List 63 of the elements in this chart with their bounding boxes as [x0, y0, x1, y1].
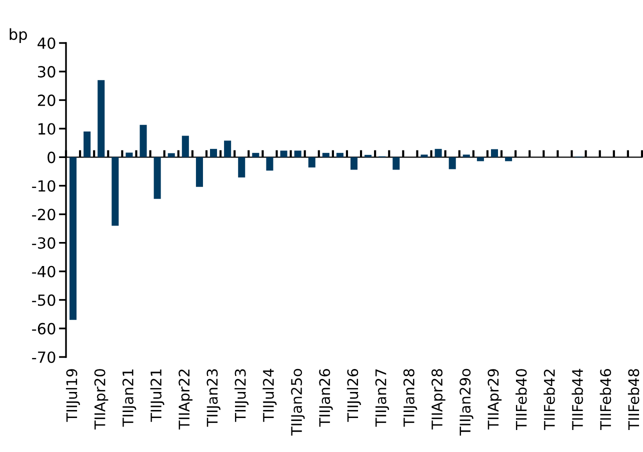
x-tick-label: TIIFeb40	[516, 369, 527, 430]
bar	[505, 157, 512, 162]
x-tick-label: TIIApr28	[431, 369, 446, 430]
bar	[224, 140, 232, 158]
bar	[98, 80, 105, 158]
bar	[476, 157, 484, 162]
bar	[168, 153, 175, 158]
x-tick-label: TIIFeb42	[544, 370, 555, 430]
bar	[112, 157, 119, 226]
x-tick-label: TIIApr22	[178, 370, 192, 430]
bar	[448, 157, 456, 170]
bar	[420, 154, 428, 158]
y-tick-label: 30	[38, 66, 56, 78]
bar	[182, 136, 189, 158]
y-tick-label: -10	[32, 180, 56, 192]
y-tick-label: -60	[32, 322, 56, 334]
y-tick-label: 0	[48, 152, 56, 164]
x-tick-label: TIIJan21	[122, 369, 136, 427]
y-tick-label: -20	[32, 208, 56, 220]
y-tick-label: 10	[38, 123, 56, 135]
bar	[140, 124, 147, 158]
bar	[280, 150, 288, 158]
x-tick-label: TIIFeb48	[628, 369, 640, 430]
x-tick-label: TIIJan26	[319, 369, 333, 427]
x-tick-label: TIIFeb46	[600, 369, 612, 430]
bar	[126, 152, 133, 158]
x-tick-label: TIIJul23	[234, 369, 249, 422]
x-tick-label: TIIJul21	[150, 369, 164, 422]
bar	[252, 152, 260, 158]
bar	[490, 149, 498, 158]
bar	[462, 154, 470, 158]
bar	[210, 148, 218, 158]
bar	[308, 157, 316, 168]
x-tick-label: TIIFeb44	[572, 368, 584, 430]
x-tick-label: TIIJan29o	[460, 368, 474, 436]
x-tick-label: TIIJul26	[346, 369, 361, 422]
x-tick-label: TIIApr29	[488, 369, 502, 430]
y-tick-label: -70	[32, 351, 56, 364]
bar	[336, 152, 344, 158]
bar	[392, 157, 400, 170]
bar	[266, 157, 274, 171]
bar	[434, 148, 442, 158]
x-tick-label: TIIJan25o	[291, 368, 305, 436]
x-tick-label: TIIJul24	[262, 368, 277, 422]
bar	[322, 152, 330, 158]
x-tick-label: TIIApr20	[94, 369, 108, 430]
y-tick-label: 40	[38, 37, 56, 50]
bar	[238, 157, 246, 178]
bar	[154, 157, 161, 199]
x-tick-label: TIIJul19	[66, 369, 80, 422]
bar	[84, 131, 91, 158]
y-tick-label: -50	[32, 294, 56, 306]
bar	[196, 157, 203, 187]
y-tick-label: -30	[32, 237, 56, 249]
x-tick-label: TIIJan28	[403, 369, 418, 427]
x-tick-label: TIIJan27	[375, 369, 390, 427]
bar	[350, 157, 358, 170]
x-tick-label: TIIJan23	[206, 369, 220, 427]
y-tick-label: 20	[38, 94, 56, 106]
y-tick-label: -40	[32, 266, 56, 278]
bar	[294, 150, 302, 158]
y-axis-title: bp	[10, 28, 27, 43]
bar	[70, 157, 77, 320]
